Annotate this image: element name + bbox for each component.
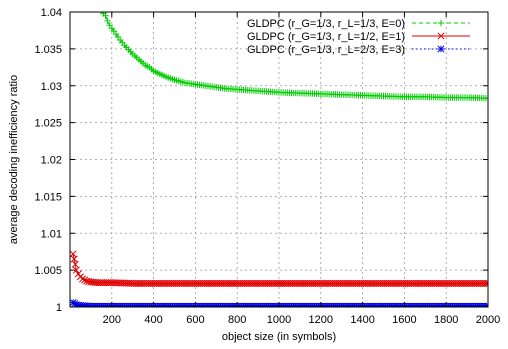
axis-ticks: 1 1.005 1.01 1.015 1.02 1.025 1.03 1.035 1.04 200… <box>34 7 500 326</box>
legend: GLDPC (r_G=1/3, r_L=1/3, E=0)GLDPC (r_G=… <box>247 18 470 56</box>
x-tick-label: 600 <box>186 314 204 326</box>
series-3 <box>70 299 488 307</box>
y-axis-label: average decoding inefficiency ratio <box>8 75 20 244</box>
legend-label: GLDPC (r_G=1/3, r_L=1/2, E=1) <box>247 31 405 43</box>
legend-marker <box>437 19 445 27</box>
y-tick-label: 1.015 <box>34 191 62 203</box>
legend-item: GLDPC (r_G=1/3, r_L=1/2, E=1) <box>247 31 470 43</box>
y-tick-label: 1.03 <box>41 81 62 93</box>
data-point <box>100 12 102 14</box>
data-point <box>482 279 488 287</box>
legend-label: GLDPC (r_G=1/3, r_L=1/3, E=0) <box>247 18 405 30</box>
legend-label: GLDPC (r_G=1/3, r_L=2/3, E=3) <box>247 44 405 56</box>
x-tick-label: 400 <box>144 314 162 326</box>
series-layer <box>70 12 488 307</box>
x-tick-label: 1200 <box>309 314 333 326</box>
legend-item: GLDPC (r_G=1/3, r_L=1/3, E=0) <box>247 18 470 30</box>
legend-marker <box>437 32 445 40</box>
series-line <box>72 253 488 284</box>
x-tick-label: 1600 <box>392 314 416 326</box>
legend-marker <box>437 45 445 53</box>
y-tick-label: 1.035 <box>34 44 62 56</box>
y-tick-label: 1 <box>56 302 62 314</box>
x-tick-label: 1000 <box>267 314 291 326</box>
y-tick-label: 1.025 <box>34 118 62 130</box>
data-point <box>78 275 87 283</box>
x-axis-label: object size (in symbols) <box>222 331 336 343</box>
data-point <box>72 266 80 274</box>
data-point <box>74 270 82 278</box>
data-point <box>71 260 79 268</box>
y-tick-label: 1.02 <box>41 155 62 167</box>
data-point <box>81 276 89 284</box>
grid <box>70 12 488 307</box>
x-tick-label: 1800 <box>434 314 458 326</box>
data-point <box>104 17 111 25</box>
data-point <box>484 95 488 102</box>
y-tick-label: 1.005 <box>34 265 62 277</box>
legend-item: GLDPC (r_G=1/3, r_L=2/3, E=3) <box>247 44 470 56</box>
data-point <box>102 12 109 19</box>
x-tick-label: 200 <box>103 314 121 326</box>
x-tick-label: 2000 <box>476 314 500 326</box>
y-tick-label: 1.01 <box>41 228 62 240</box>
series-1 <box>100 12 488 102</box>
data-point <box>484 279 488 287</box>
x-tick-label: 800 <box>228 314 246 326</box>
y-tick-label: 1.04 <box>41 7 62 19</box>
data-point <box>484 302 488 307</box>
series-2 <box>70 250 488 287</box>
x-tick-label: 1400 <box>350 314 374 326</box>
